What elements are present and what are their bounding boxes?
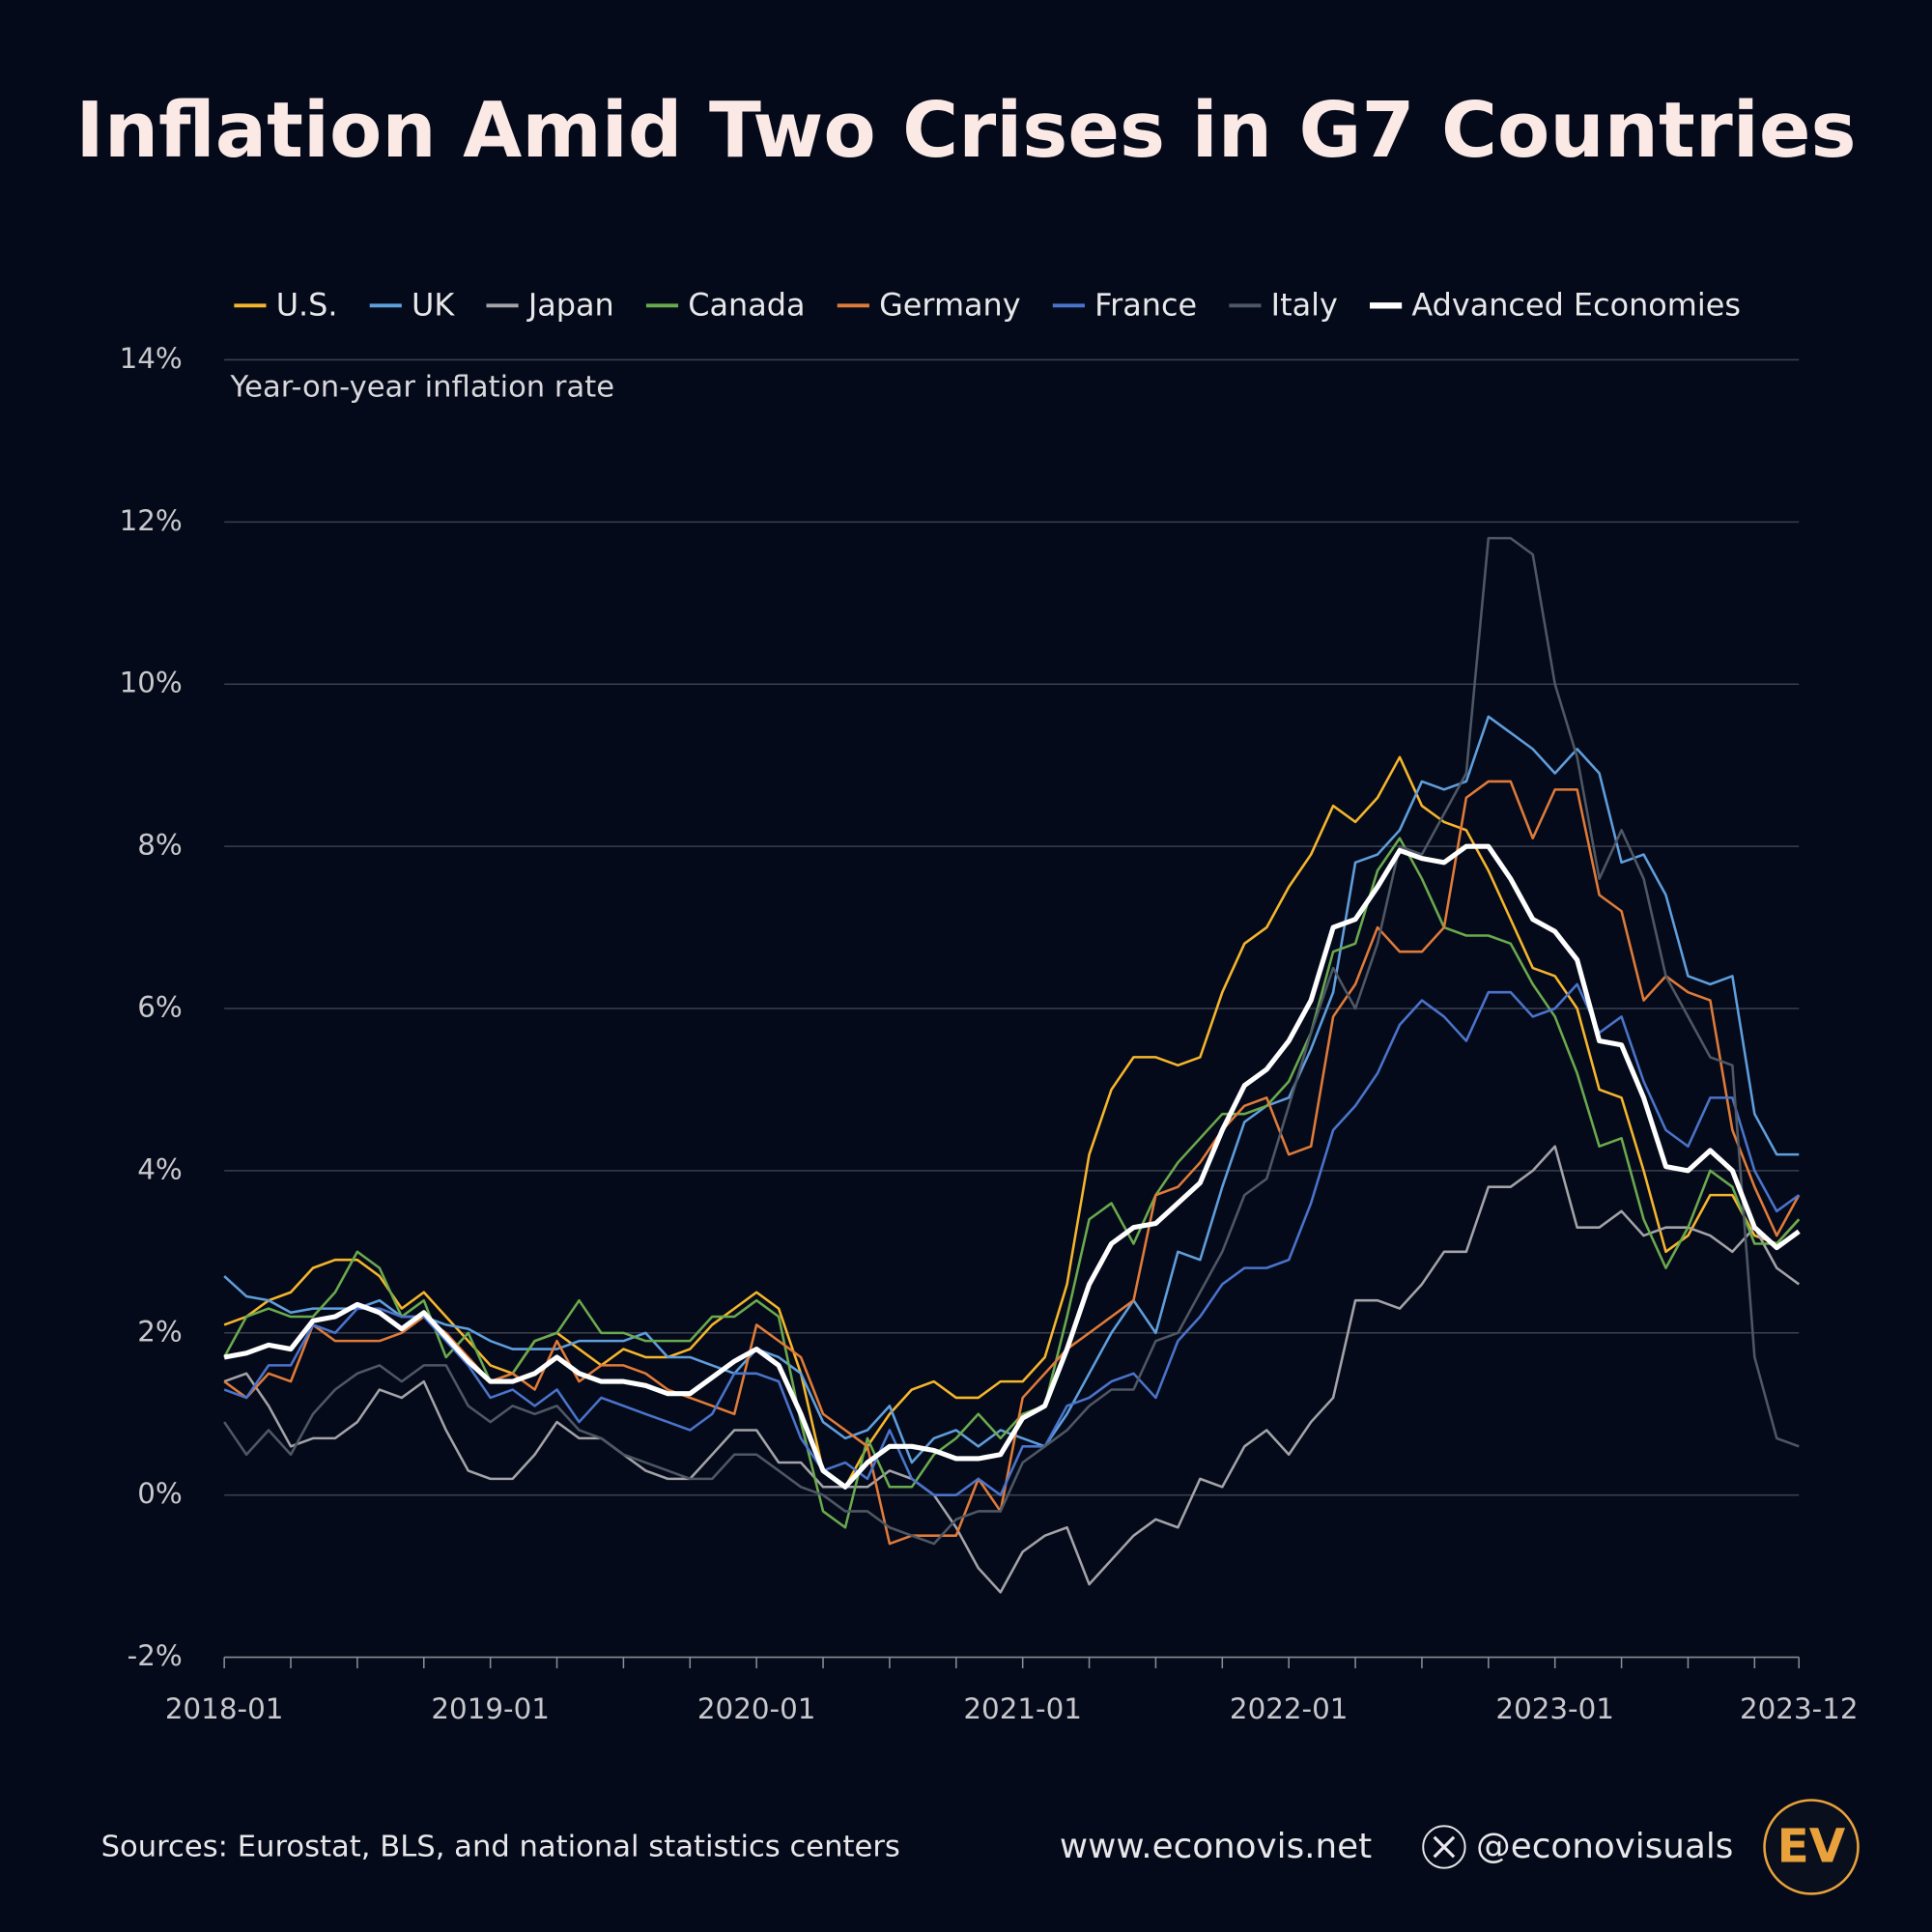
x-tick-label: 2019-01 [431, 1692, 550, 1725]
legend-label: France [1094, 287, 1197, 324]
x-tick-label: 2021-01 [963, 1692, 1082, 1725]
y-tick-label: 0% [137, 1477, 183, 1510]
series-line [223, 536, 1800, 1546]
series-line [223, 755, 1801, 1489]
legend-label: Canada [688, 287, 805, 324]
x-tick-label: 2023-01 [1495, 1692, 1614, 1725]
series-line [223, 837, 1801, 1529]
legend-label: Germany [879, 287, 1021, 324]
y-tick-label: 8% [137, 829, 183, 862]
x-tick-label: 2020-01 [697, 1692, 816, 1725]
legend-label: Japan [526, 287, 614, 324]
x-tick-label: 2018-01 [165, 1692, 284, 1725]
y-tick-label: -2% [128, 1639, 183, 1672]
x-tick-label: 2023-12 [1740, 1692, 1859, 1725]
y-tick-label: 2% [137, 1315, 183, 1348]
y-tick-label: 12% [120, 504, 183, 537]
x-icon [1422, 1825, 1466, 1869]
legend-label: Italy [1271, 287, 1338, 324]
legend-label: Advanced Economies [1411, 287, 1741, 324]
series-line [223, 1145, 1800, 1594]
y-axis-label: Year-on-year inflation rate [230, 370, 615, 404]
x-tick-label: 2022-01 [1230, 1692, 1349, 1725]
sources: Sources: Eurostat, BLS, and national sta… [101, 1831, 900, 1864]
series-line [223, 982, 1800, 1496]
series-line [223, 843, 1801, 1490]
logo: EV [1777, 1820, 1846, 1874]
y-tick-label: 4% [137, 1152, 183, 1185]
chart-title: Inflation Amid Two Crises in G7 Countrie… [75, 86, 1856, 175]
y-tick-label: 10% [120, 667, 183, 699]
legend-label: U.S. [276, 287, 338, 324]
x-icon-mark [1433, 1835, 1456, 1859]
website[interactable]: www.econovis.net [1060, 1827, 1372, 1866]
handle[interactable]: @econovisuals [1476, 1827, 1733, 1866]
y-tick-label: 14% [120, 342, 183, 375]
logo-circle [1763, 1799, 1860, 1895]
legend-label: UK [412, 287, 455, 324]
y-tick-label: 6% [137, 991, 183, 1024]
